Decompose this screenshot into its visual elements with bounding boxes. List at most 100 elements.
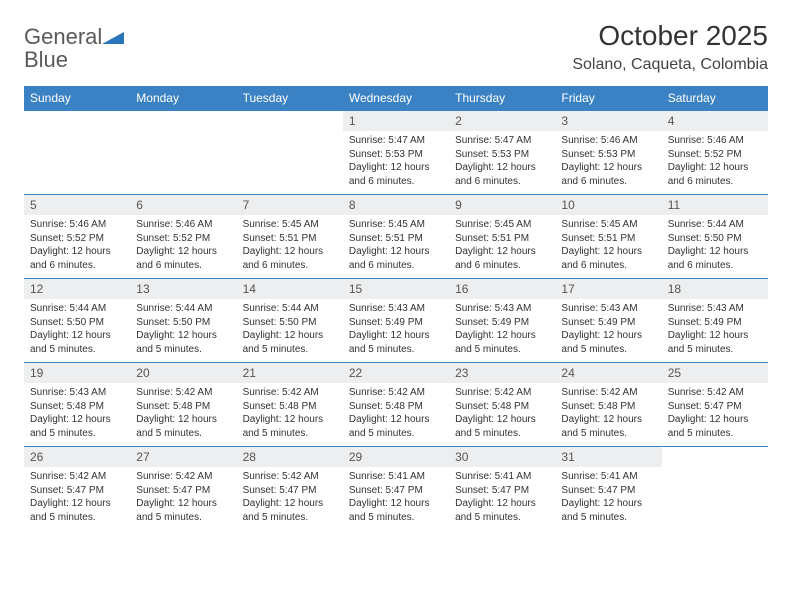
sunrise-text: Sunrise: 5:42 AM <box>136 470 230 484</box>
day-number: 19 <box>24 363 130 383</box>
day-number: 31 <box>555 447 661 467</box>
day-number: 4 <box>662 111 768 131</box>
calendar-week-row: 5Sunrise: 5:46 AMSunset: 5:52 PMDaylight… <box>24 195 768 279</box>
daylight-text: Daylight: 12 hours and 5 minutes. <box>243 329 337 356</box>
sunset-text: Sunset: 5:49 PM <box>455 316 549 330</box>
daylight-text: Daylight: 12 hours and 5 minutes. <box>30 413 124 440</box>
sunrise-text: Sunrise: 5:41 AM <box>349 470 443 484</box>
calendar-cell <box>24 111 130 195</box>
calendar-cell: 26Sunrise: 5:42 AMSunset: 5:47 PMDayligh… <box>24 447 130 531</box>
day-details: Sunrise: 5:42 AMSunset: 5:48 PMDaylight:… <box>237 383 343 444</box>
sunset-text: Sunset: 5:53 PM <box>561 148 655 162</box>
sunrise-text: Sunrise: 5:44 AM <box>668 218 762 232</box>
sunset-text: Sunset: 5:47 PM <box>668 400 762 414</box>
daylight-text: Daylight: 12 hours and 6 minutes. <box>243 245 337 272</box>
day-details: Sunrise: 5:47 AMSunset: 5:53 PMDaylight:… <box>343 131 449 192</box>
col-sunday: Sunday <box>24 86 130 111</box>
calendar-cell: 28Sunrise: 5:42 AMSunset: 5:47 PMDayligh… <box>237 447 343 531</box>
sunset-text: Sunset: 5:47 PM <box>561 484 655 498</box>
calendar-cell: 24Sunrise: 5:42 AMSunset: 5:48 PMDayligh… <box>555 363 661 447</box>
sunset-text: Sunset: 5:47 PM <box>30 484 124 498</box>
day-details: Sunrise: 5:46 AMSunset: 5:52 PMDaylight:… <box>24 215 130 276</box>
day-details: Sunrise: 5:45 AMSunset: 5:51 PMDaylight:… <box>449 215 555 276</box>
calendar-week-row: 1Sunrise: 5:47 AMSunset: 5:53 PMDaylight… <box>24 111 768 195</box>
daylight-text: Daylight: 12 hours and 6 minutes. <box>30 245 124 272</box>
calendar-cell: 15Sunrise: 5:43 AMSunset: 5:49 PMDayligh… <box>343 279 449 363</box>
day-number: 23 <box>449 363 555 383</box>
daylight-text: Daylight: 12 hours and 6 minutes. <box>561 161 655 188</box>
day-number: 3 <box>555 111 661 131</box>
day-number: 13 <box>130 279 236 299</box>
day-number: 30 <box>449 447 555 467</box>
sunrise-text: Sunrise: 5:42 AM <box>349 386 443 400</box>
sunset-text: Sunset: 5:47 PM <box>455 484 549 498</box>
daylight-text: Daylight: 12 hours and 5 minutes. <box>136 413 230 440</box>
sunrise-text: Sunrise: 5:46 AM <box>668 134 762 148</box>
logo-triangle-icon <box>102 28 124 49</box>
day-details: Sunrise: 5:43 AMSunset: 5:49 PMDaylight:… <box>343 299 449 360</box>
day-number: 7 <box>237 195 343 215</box>
daylight-text: Daylight: 12 hours and 6 minutes. <box>349 161 443 188</box>
day-number: 15 <box>343 279 449 299</box>
sunset-text: Sunset: 5:48 PM <box>349 400 443 414</box>
day-number: 18 <box>662 279 768 299</box>
sunrise-text: Sunrise: 5:44 AM <box>243 302 337 316</box>
calendar-cell: 30Sunrise: 5:41 AMSunset: 5:47 PMDayligh… <box>449 447 555 531</box>
day-details: Sunrise: 5:41 AMSunset: 5:47 PMDaylight:… <box>555 467 661 528</box>
sunrise-text: Sunrise: 5:42 AM <box>136 386 230 400</box>
sunrise-text: Sunrise: 5:41 AM <box>561 470 655 484</box>
day-number: 9 <box>449 195 555 215</box>
day-number <box>662 447 768 465</box>
daylight-text: Daylight: 12 hours and 5 minutes. <box>30 329 124 356</box>
day-details: Sunrise: 5:46 AMSunset: 5:52 PMDaylight:… <box>130 215 236 276</box>
day-details: Sunrise: 5:46 AMSunset: 5:52 PMDaylight:… <box>662 131 768 192</box>
col-wednesday: Wednesday <box>343 86 449 111</box>
day-number: 14 <box>237 279 343 299</box>
sunset-text: Sunset: 5:48 PM <box>561 400 655 414</box>
sunrise-text: Sunrise: 5:46 AM <box>30 218 124 232</box>
day-details: Sunrise: 5:42 AMSunset: 5:48 PMDaylight:… <box>555 383 661 444</box>
sunset-text: Sunset: 5:52 PM <box>668 148 762 162</box>
day-number: 5 <box>24 195 130 215</box>
day-details: Sunrise: 5:42 AMSunset: 5:47 PMDaylight:… <box>237 467 343 528</box>
day-details: Sunrise: 5:43 AMSunset: 5:49 PMDaylight:… <box>555 299 661 360</box>
col-friday: Friday <box>555 86 661 111</box>
daylight-text: Daylight: 12 hours and 5 minutes. <box>30 497 124 524</box>
day-details: Sunrise: 5:43 AMSunset: 5:49 PMDaylight:… <box>662 299 768 360</box>
sunset-text: Sunset: 5:49 PM <box>668 316 762 330</box>
calendar-table: Sunday Monday Tuesday Wednesday Thursday… <box>24 86 768 531</box>
daylight-text: Daylight: 12 hours and 5 minutes. <box>349 497 443 524</box>
day-number: 22 <box>343 363 449 383</box>
day-details: Sunrise: 5:42 AMSunset: 5:48 PMDaylight:… <box>343 383 449 444</box>
day-number: 6 <box>130 195 236 215</box>
calendar-cell: 6Sunrise: 5:46 AMSunset: 5:52 PMDaylight… <box>130 195 236 279</box>
day-details: Sunrise: 5:42 AMSunset: 5:47 PMDaylight:… <box>24 467 130 528</box>
sunrise-text: Sunrise: 5:42 AM <box>668 386 762 400</box>
sunrise-text: Sunrise: 5:42 AM <box>455 386 549 400</box>
day-details: Sunrise: 5:41 AMSunset: 5:47 PMDaylight:… <box>449 467 555 528</box>
calendar-cell: 10Sunrise: 5:45 AMSunset: 5:51 PMDayligh… <box>555 195 661 279</box>
sunset-text: Sunset: 5:53 PM <box>455 148 549 162</box>
calendar-cell <box>662 447 768 531</box>
calendar-cell: 23Sunrise: 5:42 AMSunset: 5:48 PMDayligh… <box>449 363 555 447</box>
daylight-text: Daylight: 12 hours and 6 minutes. <box>455 245 549 272</box>
day-number: 8 <box>343 195 449 215</box>
day-number <box>24 111 130 129</box>
calendar-cell: 12Sunrise: 5:44 AMSunset: 5:50 PMDayligh… <box>24 279 130 363</box>
sunrise-text: Sunrise: 5:42 AM <box>561 386 655 400</box>
sunset-text: Sunset: 5:49 PM <box>561 316 655 330</box>
daylight-text: Daylight: 12 hours and 6 minutes. <box>136 245 230 272</box>
sunrise-text: Sunrise: 5:43 AM <box>455 302 549 316</box>
daylight-text: Daylight: 12 hours and 5 minutes. <box>561 413 655 440</box>
calendar-cell: 25Sunrise: 5:42 AMSunset: 5:47 PMDayligh… <box>662 363 768 447</box>
sunrise-text: Sunrise: 5:42 AM <box>243 470 337 484</box>
calendar-cell: 21Sunrise: 5:42 AMSunset: 5:48 PMDayligh… <box>237 363 343 447</box>
daylight-text: Daylight: 12 hours and 5 minutes. <box>455 497 549 524</box>
day-details: Sunrise: 5:41 AMSunset: 5:47 PMDaylight:… <box>343 467 449 528</box>
calendar-body: 1Sunrise: 5:47 AMSunset: 5:53 PMDaylight… <box>24 111 768 531</box>
sunset-text: Sunset: 5:50 PM <box>136 316 230 330</box>
day-number: 24 <box>555 363 661 383</box>
day-details: Sunrise: 5:44 AMSunset: 5:50 PMDaylight:… <box>24 299 130 360</box>
day-number: 27 <box>130 447 236 467</box>
day-number <box>237 111 343 129</box>
